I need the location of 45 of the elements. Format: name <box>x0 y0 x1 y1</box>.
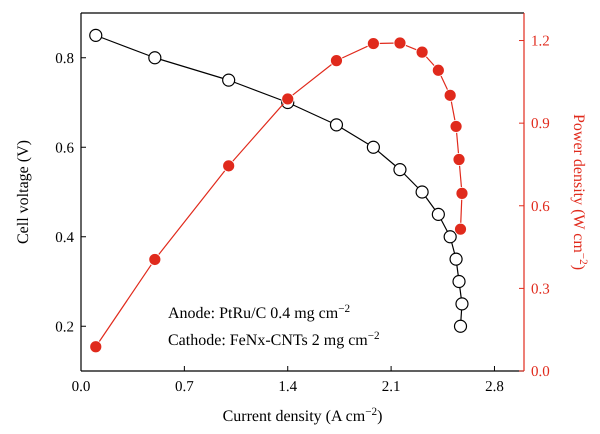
point <box>281 92 294 106</box>
point <box>148 51 162 64</box>
point <box>330 118 344 132</box>
point <box>432 208 445 221</box>
y2-tick-label: 1.2 <box>531 34 550 50</box>
point <box>456 186 468 200</box>
point <box>444 230 457 244</box>
y2-tick-label: 0.9 <box>531 116 550 132</box>
point <box>393 163 407 176</box>
point <box>222 74 236 87</box>
y-tick-label: 0.2 <box>55 319 74 336</box>
point <box>89 28 102 42</box>
point <box>444 88 457 102</box>
point <box>394 36 406 50</box>
y2-tick-label: 0.6 <box>531 198 550 215</box>
y2-tick-label: 0.0 <box>531 364 550 380</box>
y-axis-title: Cell voltage (V) <box>15 140 32 244</box>
point <box>366 37 380 50</box>
point <box>449 252 463 266</box>
point <box>148 253 162 266</box>
point <box>454 222 467 236</box>
point <box>455 297 469 310</box>
point <box>330 54 343 68</box>
point <box>416 46 429 59</box>
point <box>452 153 466 166</box>
point <box>450 120 462 133</box>
x-tick-label: 1.4 <box>278 379 298 395</box>
point <box>89 340 102 354</box>
y2-tick-label: 0.3 <box>531 281 550 298</box>
point <box>432 64 445 77</box>
x-tick-label: 2.1 <box>382 379 400 395</box>
annotation: Cathode: FeNx-CNTs 2 mg cm$^{−2}$ <box>168 330 380 349</box>
point <box>416 185 429 199</box>
y-tick-label: 0.4 <box>55 230 74 246</box>
x-tick-label: 2.8 <box>485 379 504 395</box>
x-tick-label: 0.7 <box>174 379 194 395</box>
point <box>366 140 380 154</box>
point <box>452 274 466 288</box>
x-tick-label: 0.0 <box>72 379 90 395</box>
x-axis-title: Current density (A cm$^{−2}$) <box>222 406 382 425</box>
point <box>222 159 236 172</box>
y-tick-label: 0.6 <box>55 140 74 156</box>
y-tick-label: 0.8 <box>55 50 74 67</box>
annotation: Anode: PtRu/C 0.4 mg cm$^{−2}$ <box>168 303 350 322</box>
point <box>454 320 468 333</box>
